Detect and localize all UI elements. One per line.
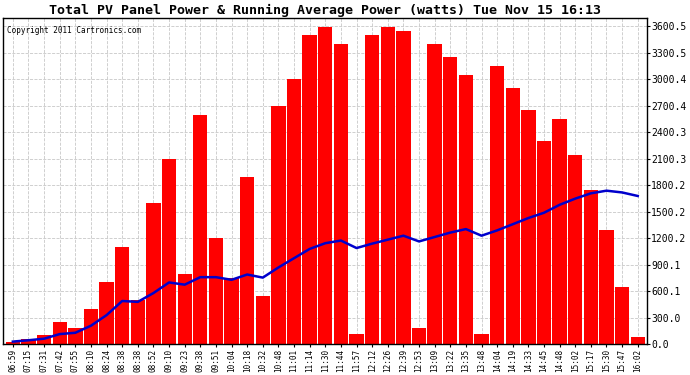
Bar — [302, 35, 317, 344]
Bar — [396, 31, 411, 344]
Bar — [255, 296, 270, 344]
Bar — [334, 44, 348, 344]
Bar — [506, 88, 520, 344]
Bar — [490, 66, 504, 344]
Bar — [37, 335, 51, 344]
Bar — [584, 190, 598, 344]
Bar — [428, 44, 442, 344]
Bar — [83, 309, 98, 344]
Bar — [271, 106, 286, 344]
Bar — [240, 177, 255, 344]
Bar — [99, 282, 114, 344]
Bar — [162, 159, 176, 344]
Bar — [365, 35, 380, 344]
Text: Copyright 2011 Cartronics.com: Copyright 2011 Cartronics.com — [7, 26, 141, 35]
Bar — [146, 203, 161, 344]
Bar — [318, 27, 333, 344]
Bar — [349, 334, 364, 344]
Title: Total PV Panel Power & Running Average Power (watts) Tue Nov 15 16:13: Total PV Panel Power & Running Average P… — [49, 3, 601, 16]
Bar — [177, 274, 192, 344]
Bar — [130, 300, 145, 344]
Bar — [443, 57, 457, 344]
Bar — [521, 110, 535, 344]
Bar — [459, 75, 473, 344]
Bar — [209, 238, 223, 344]
Bar — [21, 339, 36, 344]
Bar — [600, 230, 613, 344]
Bar — [68, 328, 83, 344]
Bar — [287, 80, 302, 344]
Bar — [568, 154, 582, 344]
Bar — [474, 334, 489, 344]
Bar — [224, 278, 239, 344]
Bar — [381, 27, 395, 344]
Bar — [553, 119, 566, 344]
Bar — [193, 115, 208, 344]
Bar — [631, 337, 645, 344]
Bar — [52, 322, 67, 344]
Bar — [412, 328, 426, 344]
Bar — [115, 247, 130, 344]
Bar — [615, 287, 629, 344]
Bar — [6, 342, 20, 344]
Bar — [537, 141, 551, 344]
